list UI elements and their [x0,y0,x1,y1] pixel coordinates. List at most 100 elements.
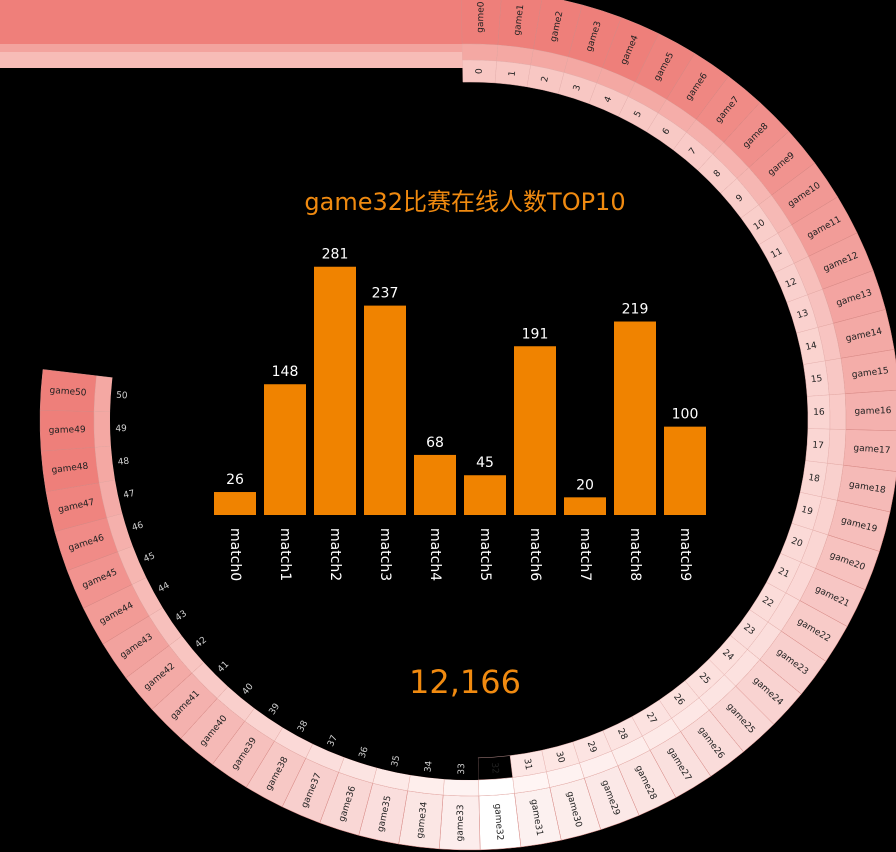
ring-segment-index [132,538,167,578]
ring-index-label: 21 [776,566,791,580]
ring-segment-index [110,444,137,481]
bar[interactable] [414,454,456,515]
bar[interactable] [564,497,606,515]
ring-game-label: game17 [853,444,891,457]
bar[interactable] [514,346,556,515]
bar[interactable] [364,305,406,515]
bar-value-label: 281 [322,247,349,263]
ring-segment[interactable]: game32 32 [477,755,522,851]
bar[interactable] [464,475,506,515]
ring-index-label: 13 [796,308,810,321]
ring-index-label: 48 [117,457,130,468]
bar[interactable] [664,426,706,515]
ring-segment[interactable]: game17 17 [805,428,896,472]
ring-segment[interactable]: game0 0 [460,0,502,84]
bar-value-label: 148 [272,364,299,380]
ring-segment-thin [461,43,499,62]
ring-segment[interactable]: game50 50 [39,369,135,413]
category-label: match1 [277,528,293,581]
ring-segment-thin [93,411,112,448]
ring-segment-index [110,411,133,447]
bar-value-label: 100 [672,407,699,423]
ring-index-label: 32 [489,762,500,774]
ring-segment-index [181,622,221,663]
ring-segment[interactable]: game33 [558,4,622,104]
bar[interactable] [614,321,656,515]
ring-segment[interactable]: game49 49 [39,409,133,452]
ring-segment-index [344,736,383,768]
ring-game-label: game32 [492,803,505,841]
ring-segment-thin [442,778,480,797]
ring-game-label: game34 [415,801,429,839]
ring-index-label: 15 [810,374,823,385]
ring-index-label: 45 [142,551,156,565]
category-label: match5 [477,528,493,581]
bar-chart: 26 match0 148 match1 281 match2 237 match3 68 mat… [214,247,706,581]
ring-segment[interactable]: game22 [526,0,583,94]
ring-index-label: 11 [769,247,784,261]
ring-index-label: 5 [633,109,645,119]
ring-top-band-outer [0,0,470,46]
ring-segment[interactable]: game44 [588,17,660,117]
bar[interactable] [314,266,356,515]
ring-index-label: 19 [800,505,814,518]
ring-segment[interactable]: game1 1 [494,0,543,88]
ring-game-label: game48 [51,462,89,476]
ring-index-label: 4 [603,95,615,104]
bar[interactable] [264,384,306,515]
ring-index-label: 50 [116,391,128,402]
ring-index-label: 28 [615,727,629,742]
ring-segment-index [110,377,135,413]
bar[interactable] [214,492,256,515]
ring-index-label: 12 [784,277,798,291]
ring-segment[interactable]: game33 33 [438,757,481,851]
category-label: match9 [677,528,693,581]
ring-index-label: 31 [521,758,533,771]
ring-index-label: 33 [457,763,467,775]
ring-index-label: 46 [131,520,145,533]
bar-value-label: 68 [426,435,444,451]
ring-segment[interactable]: game16 16 [806,389,896,432]
ring-index-label: 14 [805,341,819,353]
bar-value-label: 237 [372,286,399,302]
ring-index-label: 3 [572,84,583,93]
ring-segment[interactable]: game34 34 [398,753,446,850]
ring-index-label: 35 [390,754,402,767]
ring-segment-index [376,746,414,776]
ring-segment-index [312,724,352,758]
ring-segment[interactable]: game48 48 [40,444,137,492]
category-label: match3 [377,528,393,581]
